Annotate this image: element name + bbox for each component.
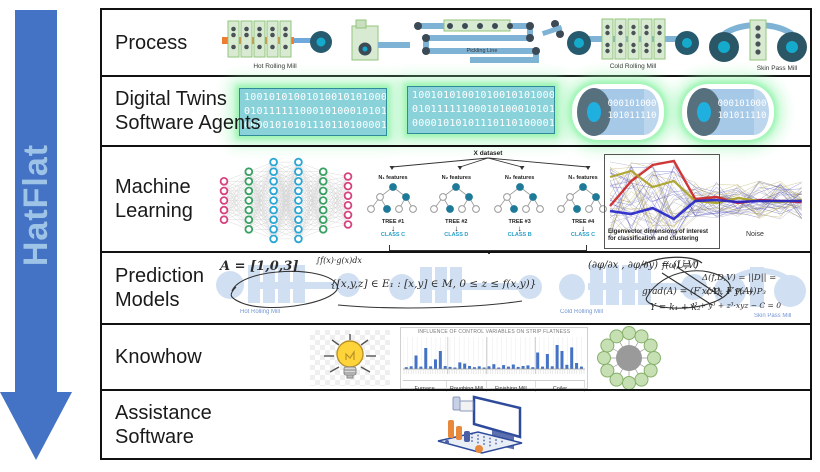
coil-binary-text: 000101000 101011110 bbox=[717, 99, 767, 121]
pickling-line-label: Pickling Line bbox=[466, 48, 498, 54]
layers-table: Process Hot Rol bbox=[100, 8, 812, 460]
arrow-shaft bbox=[15, 10, 57, 394]
row-label-digital-twins: Digital Twins Software Agents bbox=[115, 88, 261, 134]
hatflat-label: HatFlat bbox=[17, 143, 55, 267]
forest-tree-3: N₃ features TREE #3 ↓ CLASS B bbox=[491, 175, 549, 238]
arrow-head-icon bbox=[0, 392, 72, 460]
down-arrow-icon: ↓ bbox=[517, 224, 522, 233]
mill-watermark-label: Hot Rolling Mill bbox=[240, 309, 281, 315]
binary-data-block: 100101010010100101010001 010111111000101… bbox=[239, 88, 387, 136]
knowhow-bar-chart: INFLUENCE OF CONTROL VARIABLES ON STRIP … bbox=[400, 327, 588, 392]
row-assistance-software: Assistance Software bbox=[102, 389, 810, 458]
eigenvector-box bbox=[604, 154, 720, 249]
mill-watermark-label: Cold Rolling Mill bbox=[560, 309, 604, 315]
decision-tree-icon bbox=[557, 183, 607, 213]
binary-data-block: 100101010010100101010001 010111111000101… bbox=[407, 86, 555, 134]
skin-pass-mill-icon bbox=[709, 19, 807, 62]
forest-tree-4: N₄ features TREE #4 ↓ CLASS C bbox=[554, 175, 612, 238]
parallel-coordinates-lines bbox=[609, 159, 802, 240]
row-label-process: Process bbox=[115, 31, 188, 54]
formula: ∫f(x)·g(x)dx bbox=[316, 256, 362, 265]
parallel-coordinates-plot: Eigenvector dimensions of interest for c… bbox=[604, 151, 814, 251]
digital-coil-twin: 000101000 101011110 bbox=[572, 84, 664, 140]
decision-tree-icon bbox=[367, 183, 417, 213]
mill-watermark-label: Skin Pass Mill bbox=[754, 313, 792, 319]
cold-rolling-mill-label: Cold Rolling Mill bbox=[609, 63, 657, 70]
formula: (∂φ/∂x , ∂φ/∂y) = (U,V) bbox=[588, 260, 699, 271]
assistance-laptop-icon bbox=[430, 394, 526, 456]
faint-mill-watermarks bbox=[216, 265, 806, 307]
idea-lightbulb-icon bbox=[310, 330, 390, 386]
hot-rolling-mill-label: Hot Rolling Mill bbox=[253, 63, 297, 70]
pickling-line-icon bbox=[414, 19, 564, 63]
row-process: Process Hot Rol bbox=[102, 10, 810, 75]
formula: x³ + y³ + z³·xyz − C = 0 bbox=[690, 301, 781, 310]
dataset-label: X dataset bbox=[473, 150, 503, 157]
row-label-assistance-software: Assistance Software bbox=[115, 401, 212, 448]
random-forest-diagram: X dataset N₁ features TREE #1 ↓ CLASS C … bbox=[364, 150, 612, 254]
decision-tree-icon bbox=[493, 183, 544, 213]
cold-rolling-mill-icon bbox=[567, 18, 699, 60]
pickling-entry-machine-icon bbox=[351, 19, 410, 61]
digital-coil-twin: 000101000 101011110 bbox=[682, 84, 774, 140]
formula: Δ(f,D,V) = ||D|| = bbox=[702, 273, 777, 283]
neural-network-icon bbox=[219, 157, 353, 244]
row-label-prediction-models: Prediction Models bbox=[115, 265, 204, 311]
forest-arrows-icon bbox=[389, 157, 591, 170]
row-label-knowhow: Knowhow bbox=[115, 346, 202, 368]
handwritten-curves bbox=[230, 256, 731, 309]
forest-tree-2: N₂ features TREE #2 ↓ CLASS D bbox=[427, 175, 485, 238]
skin-pass-mill-label: Skin Pass Mill bbox=[756, 65, 798, 72]
formula: Y = k₁ + k₂ bbox=[650, 303, 701, 313]
row-knowhow: Knowhow INFLUENCE bbox=[102, 323, 810, 392]
down-arrow-icon: ↓ bbox=[454, 224, 459, 233]
noise-label: Noise bbox=[746, 231, 764, 238]
row-prediction-models: Prediction Models bbox=[102, 251, 810, 323]
coil-binary-text: 000101000 101011110 bbox=[607, 99, 657, 121]
formula: c·P₁ + P₂ + P₃ bbox=[706, 287, 766, 297]
down-arrow-icon: ↓ bbox=[580, 224, 585, 233]
knowledge-mindmap-icon bbox=[594, 325, 664, 391]
forest-tree-1: N₁ features TREE #1 ↓ CLASS C bbox=[364, 175, 422, 238]
formula: {[x,y,z] ∈ E₁ : [x,y] ∈ M, 0 ≤ z ≤ f(x,y… bbox=[330, 278, 537, 290]
row-digital-twins: Digital Twins Software Agents 1001010100… bbox=[102, 75, 810, 145]
formula: f(ω) ≡ 0 bbox=[662, 261, 699, 271]
decision-tree-icon bbox=[430, 183, 481, 213]
bar-chart-plot bbox=[402, 337, 585, 374]
formula: grad(A) = (F′x(A), F′y(A)) bbox=[642, 287, 757, 297]
bar-chart-title: INFLUENCE OF CONTROL VARIABLES ON STRIP … bbox=[417, 329, 571, 335]
row-machine-learning: Machine Learning X dataset N₁ features T… bbox=[102, 145, 810, 254]
formula: A = [1,0,3] bbox=[220, 259, 299, 274]
hot-rolling-mill-icon bbox=[222, 20, 332, 58]
eigenvector-box-label: Eigenvector dimensions of interest for c… bbox=[608, 229, 709, 242]
row-label-machine-learning: Machine Learning bbox=[115, 176, 193, 222]
down-arrow-icon: ↓ bbox=[391, 224, 395, 233]
